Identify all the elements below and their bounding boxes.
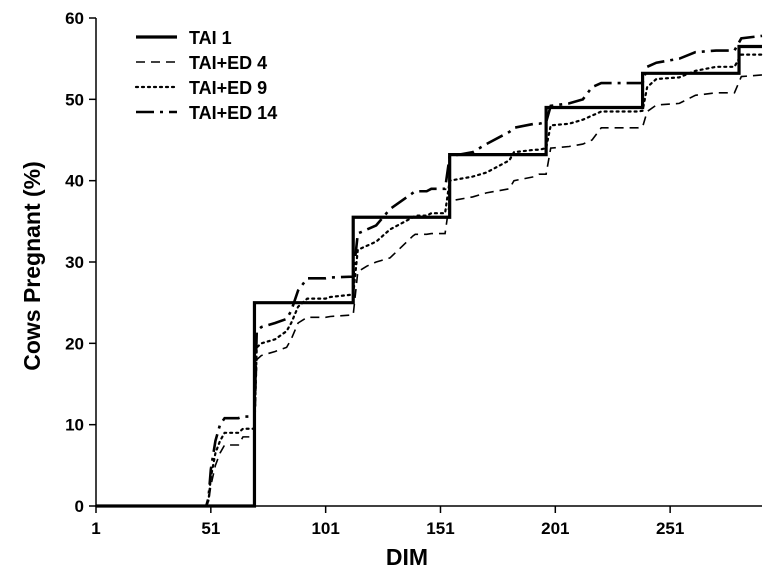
x-tick-label: 101 — [311, 519, 339, 538]
series-line-tai-ed-9 — [94, 53, 764, 508]
y-axis-title: Cows Pregnant (%) — [19, 161, 45, 371]
series-lines — [94, 34, 764, 508]
x-axis-title: DIM — [386, 544, 428, 570]
series-line-tai-ed-14 — [96, 34, 763, 508]
y-tick-label: 60 — [65, 9, 84, 28]
legend-label: TAI+ED 9 — [189, 78, 267, 98]
x-tick-label: 51 — [201, 519, 220, 538]
series-line-tai-1 — [96, 44, 762, 508]
legend-label: TAI+ED 14 — [189, 103, 277, 123]
x-tick-label: 251 — [656, 519, 684, 538]
x-tick-label: 201 — [541, 519, 569, 538]
legend: TAI 1 TAI+ED 4 TAI+ED 9 TAI+ED 14 — [134, 28, 277, 123]
y-tick-label: 40 — [65, 172, 84, 191]
legend-label: TAI+ED 4 — [189, 53, 267, 73]
series-line-tai-ed-4 — [96, 74, 763, 507]
y-tick-label: 30 — [65, 253, 84, 272]
y-tick-label: 20 — [65, 334, 84, 353]
y-tick-label: 50 — [65, 90, 84, 109]
x-tick-label: 151 — [426, 519, 454, 538]
x-tick-label: 1 — [91, 519, 100, 538]
legend-label: TAI 1 — [189, 28, 232, 48]
y-tick-label: 0 — [75, 497, 84, 516]
y-tick-label: 10 — [65, 416, 84, 435]
